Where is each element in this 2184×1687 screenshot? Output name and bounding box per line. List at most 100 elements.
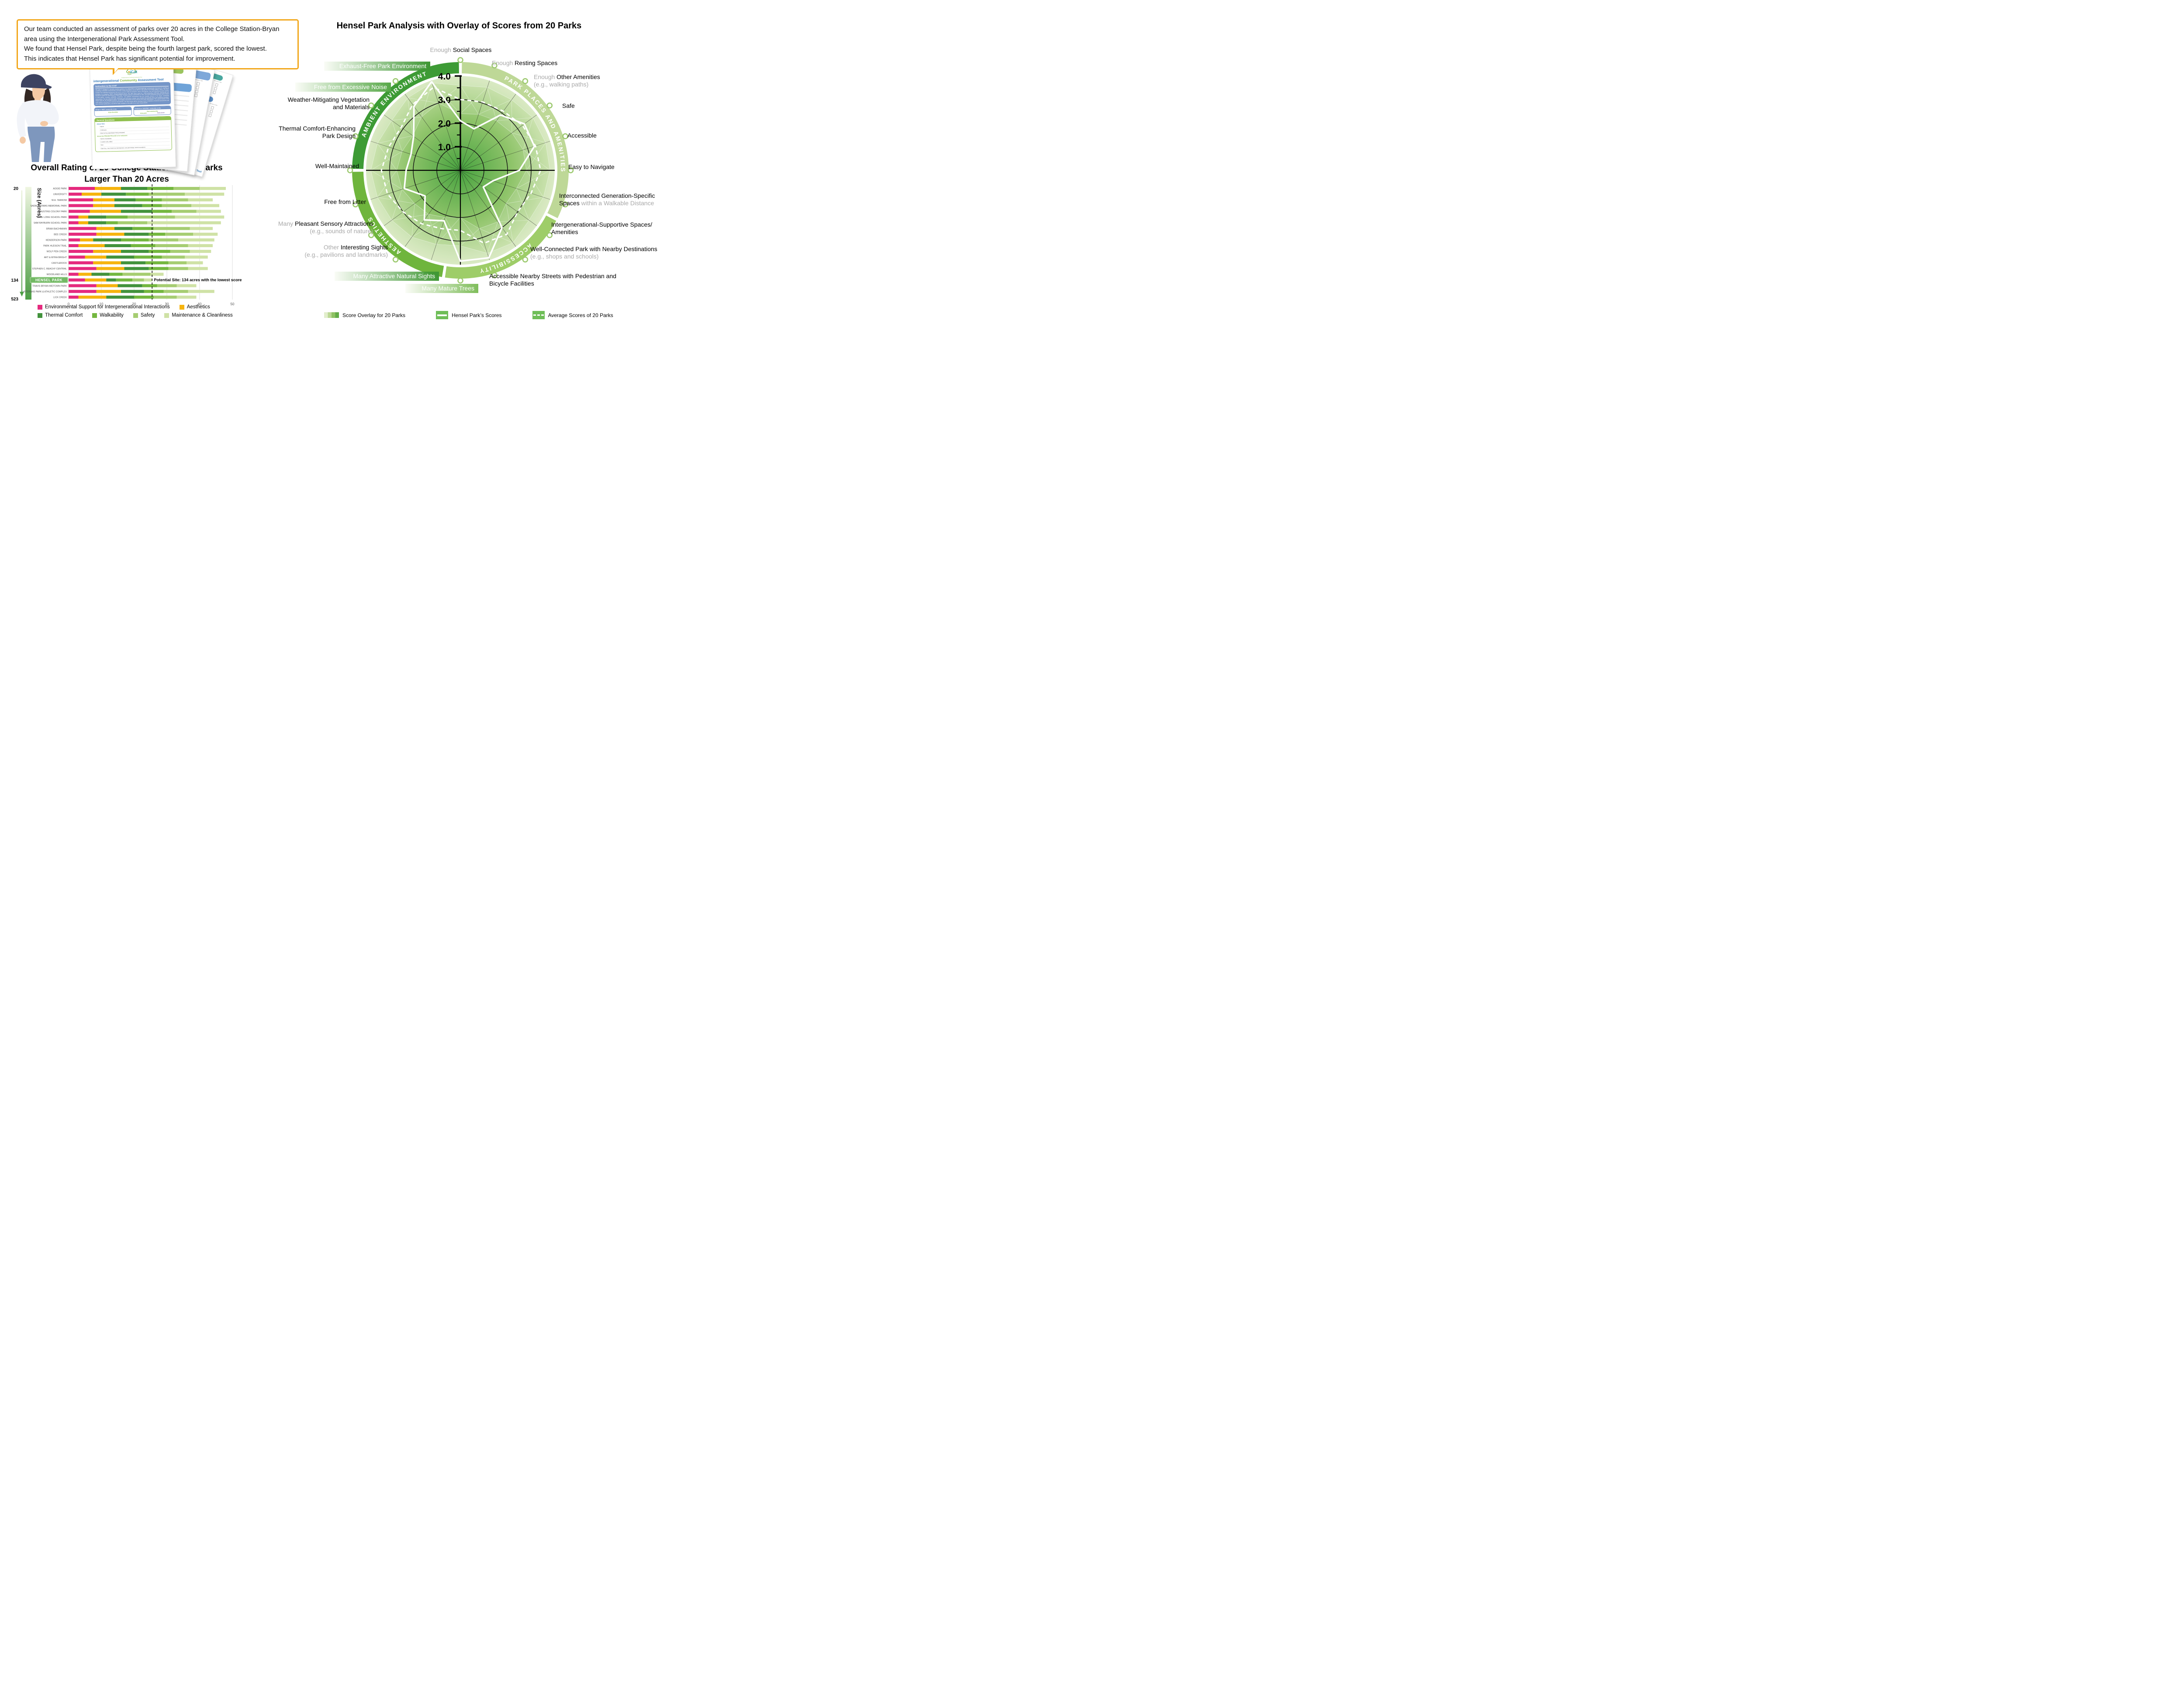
svg-text:iCat: iCat (130, 69, 137, 74)
radar-label-segment: Pleasant Sensory Attractions (295, 220, 373, 227)
size-arrow-head (20, 292, 24, 297)
radar-legend-item: Score Overlay for 20 Parks (324, 312, 405, 318)
facet-line (511, 100, 512, 133)
bar-segment (147, 221, 221, 224)
facet-line (523, 149, 550, 171)
radar-label-segment: Safe (562, 102, 575, 109)
bar-segment (69, 261, 93, 265)
park-label: UNIVERSITY (53, 193, 67, 196)
bar-segment (69, 227, 97, 230)
size-hensel-label: 134 (11, 278, 18, 283)
bar-segment (96, 232, 124, 236)
legend-swatch (38, 304, 42, 310)
radar-label-segment: (e.g., pavilions and landmarks) (304, 251, 388, 258)
radar-label-line: Well-Connected Park with Nearby Destinat… (530, 245, 677, 253)
spoke-marker (522, 256, 529, 263)
ring-segment (352, 172, 444, 277)
bar-segment (69, 284, 97, 287)
radar-axis-label: Well-Maintained (292, 162, 359, 170)
bar-segment (178, 238, 214, 241)
bar-segment (88, 221, 107, 224)
person-hand-left (20, 137, 26, 144)
radar-label-line: Safe (562, 102, 615, 110)
radar-label-line: Easy to Navigate (568, 163, 643, 171)
park-label: AUSTINS COLONY PARK (40, 210, 67, 213)
bar-chart-legend: Environmental Support for Intergeneratio… (38, 304, 247, 321)
bar-legend-row: Environmental Support for Intergeneratio… (38, 304, 247, 310)
radar-label-segment: Bicycle Facilities (489, 279, 534, 287)
bar-segment (176, 295, 197, 299)
bar-segment (134, 295, 154, 299)
hensel-scores-line (403, 81, 536, 262)
spoke-marker (457, 57, 463, 63)
bar-segment (93, 250, 121, 253)
facet-line (516, 170, 550, 189)
park-label: ART & MYRA BRIGHT (44, 256, 67, 259)
spoke-marker (392, 256, 399, 263)
doc-design-box: Design a “NEW” community or site: iCat-c… (94, 107, 132, 117)
doc-instruction-box: Instruction to the iCAT The iCAT is desi… (93, 82, 171, 107)
document-front-page: iCat Intergenerational Community Assessm… (89, 64, 176, 169)
bar-segment (69, 198, 93, 202)
legend-swatch (133, 313, 138, 318)
facet-line (421, 83, 432, 117)
spoke-marker (457, 277, 463, 284)
radar-label-segment: Interconnected Generation-Specific (559, 192, 655, 199)
bar-segment (149, 250, 170, 253)
radar-label-segment: Resting Spaces (515, 59, 558, 66)
radar-label-line: (e.g., shops and schools) (530, 253, 677, 260)
doc-evaluate-item-3: iCat-street (157, 112, 165, 114)
bar-segment (188, 290, 214, 293)
facet-line (377, 143, 397, 171)
bar-segment (152, 210, 172, 213)
potential-site-annotation: Potential Site: 134 acres with the lowes… (154, 278, 242, 282)
bar-segment (168, 261, 187, 265)
ring-segment (462, 62, 569, 218)
bar-segment (69, 204, 93, 207)
bar-legend-item: Walkability (92, 313, 124, 318)
radar-label-segment: Interesting Sights (340, 244, 388, 251)
speech-line-2: area using the Intergenerational Park As… (24, 35, 185, 43)
checkbox (214, 87, 218, 91)
bar-segment (106, 215, 128, 219)
bar-segment (80, 238, 93, 241)
radar-label-line: Well-Maintained (292, 162, 359, 170)
doc-about-you-list: Name:Profession:Role for the project/pla… (99, 124, 170, 135)
bar-segment (109, 273, 123, 276)
radial-tick-label: 4.0 (438, 72, 451, 82)
bar-segment (69, 215, 79, 219)
checkbox (194, 93, 198, 97)
park-label: JANE LONG SCHOOL PARK (37, 216, 67, 219)
bar-segment (114, 227, 133, 230)
radar-axis-label: Safe (562, 102, 615, 110)
person-cap (21, 74, 52, 89)
radar-legend-label: Hensel Park’s Scores (452, 312, 502, 318)
radar-axis-label: Free from Litter (305, 198, 366, 206)
bar-segment (69, 187, 95, 190)
x-tick-label: 50 (231, 302, 235, 306)
checkbox (209, 110, 213, 114)
radar-legend-label: Score Overlay for 20 Parks (342, 312, 406, 318)
park-label: BRIAN BACHMANN (46, 228, 67, 230)
park-label: BEE CREEK (54, 233, 67, 236)
radar-axis-label: Thermal Comfort-Enhancing Park Design (270, 125, 356, 139)
radar-label-line: Other Interesting Sights (280, 244, 388, 251)
legend-swatch (92, 313, 97, 318)
bar-segment (162, 204, 192, 207)
facet-line (377, 197, 415, 204)
radar-label-line: (e.g., sounds of nature) (264, 228, 373, 235)
x-tick-label: 10 (100, 302, 104, 306)
facet-line (370, 170, 402, 190)
park-label: VETERANS PARK & ATHLETIC COMPLEX (23, 290, 67, 293)
ring-segment (352, 62, 459, 169)
radar-label-segment: Other Amenities (556, 73, 600, 80)
bar-segment (78, 221, 88, 224)
x-tick-label: 20 (132, 302, 136, 306)
park-label: PARK HUDSON TRAIL (43, 245, 67, 248)
spoke-marker (352, 201, 359, 207)
radar-label-line: Park Design (270, 132, 356, 140)
radar-label-segment: Enough (534, 73, 557, 80)
radar-label-segment: Spaces (559, 199, 581, 207)
radar-axis-label: Many Pleasant Sensory Attractions (e.g., … (264, 220, 373, 235)
